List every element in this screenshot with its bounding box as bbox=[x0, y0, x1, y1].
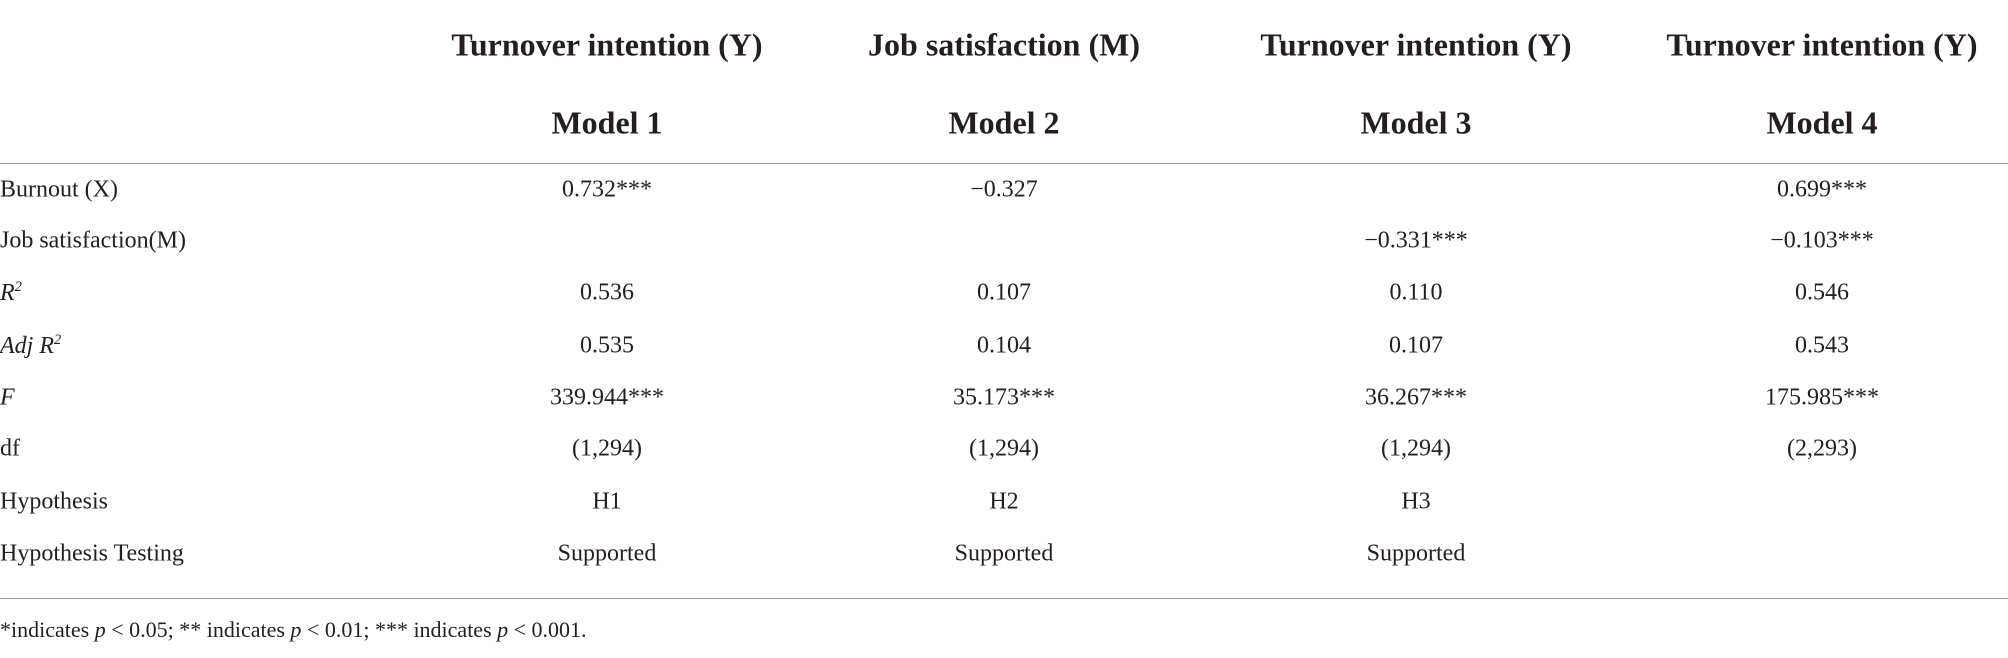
model-header: Model 2 bbox=[948, 104, 1060, 141]
table-cell: (1,294) bbox=[969, 435, 1039, 462]
table-cell: 0.536 bbox=[580, 279, 634, 306]
text-segment: < 0.001. bbox=[508, 617, 587, 642]
row-label: Adj R2 bbox=[0, 332, 61, 360]
table-cell: (2,293) bbox=[1787, 435, 1857, 462]
column-header: Job satisfaction (M) bbox=[868, 26, 1140, 63]
text-segment: Adj R bbox=[0, 333, 54, 359]
text-segment: *indicates bbox=[0, 617, 95, 642]
text-segment: Burnout (X) bbox=[0, 176, 118, 203]
row-label: Job satisfaction(M) bbox=[0, 228, 186, 255]
text-segment: < 0.05; ** indicates bbox=[105, 617, 291, 642]
table-cell: H2 bbox=[989, 488, 1019, 515]
table-cell: 0.546 bbox=[1795, 279, 1849, 306]
text-segment: R bbox=[0, 280, 15, 306]
footnote: *indicates p < 0.05; ** indicates p < 0.… bbox=[0, 617, 587, 643]
row-label: Burnout (X) bbox=[0, 177, 118, 204]
table-cell: Supported bbox=[954, 540, 1054, 567]
row-label: Hypothesis Testing bbox=[0, 541, 184, 568]
table-cell: H3 bbox=[1401, 488, 1431, 515]
text-segment: Job satisfaction(M) bbox=[0, 227, 186, 254]
text-segment: F bbox=[0, 384, 15, 411]
table-cell: 0.699*** bbox=[1777, 176, 1867, 203]
table-cell: 0.543 bbox=[1795, 332, 1849, 359]
model-header: Model 4 bbox=[1766, 104, 1878, 141]
table-cell: −0.327 bbox=[970, 176, 1038, 203]
text-segment: 2 bbox=[14, 279, 22, 295]
text-segment: < 0.01; *** indicates bbox=[301, 617, 498, 642]
bottom-rule bbox=[0, 598, 2008, 599]
table-cell: Supported bbox=[557, 540, 657, 567]
text-segment: p bbox=[290, 617, 302, 642]
model-header: Model 1 bbox=[551, 104, 663, 141]
model-header: Model 3 bbox=[1360, 104, 1472, 141]
column-header: Turnover intention (Y) bbox=[1260, 26, 1572, 63]
text-segment: Hypothesis bbox=[0, 488, 108, 515]
table-cell: 0.107 bbox=[1389, 332, 1443, 359]
table-cell: 0.732*** bbox=[562, 176, 652, 203]
table-cell: 0.107 bbox=[977, 279, 1031, 306]
row-label: df bbox=[0, 436, 20, 463]
table-cell: 0.104 bbox=[977, 332, 1031, 359]
row-label: Hypothesis bbox=[0, 489, 108, 516]
header-rule bbox=[0, 163, 2008, 164]
text-segment: Hypothesis Testing bbox=[0, 540, 184, 567]
table-cell: 175.985*** bbox=[1765, 384, 1879, 411]
text-segment: df bbox=[0, 435, 20, 462]
table-cell: (1,294) bbox=[1381, 435, 1451, 462]
table-cell: 35.173*** bbox=[953, 384, 1055, 411]
table-cell: 0.535 bbox=[580, 332, 634, 359]
row-label: R2 bbox=[0, 279, 22, 307]
table-cell: 0.110 bbox=[1389, 279, 1443, 306]
table-cell: 36.267*** bbox=[1365, 384, 1467, 411]
text-segment: 2 bbox=[54, 332, 62, 348]
table-cell: (1,294) bbox=[572, 435, 642, 462]
column-header: Turnover intention (Y) bbox=[451, 26, 763, 63]
row-label: F bbox=[0, 385, 15, 412]
table-cell: −0.331*** bbox=[1364, 227, 1468, 254]
table-cell: −0.103*** bbox=[1770, 227, 1874, 254]
table-cell: 339.944*** bbox=[550, 384, 664, 411]
text-segment: p bbox=[94, 617, 106, 642]
column-header: Turnover intention (Y) bbox=[1666, 26, 1978, 63]
table-cell: H1 bbox=[592, 488, 622, 515]
table-cell: Supported bbox=[1366, 540, 1466, 567]
text-segment: p bbox=[497, 617, 509, 642]
